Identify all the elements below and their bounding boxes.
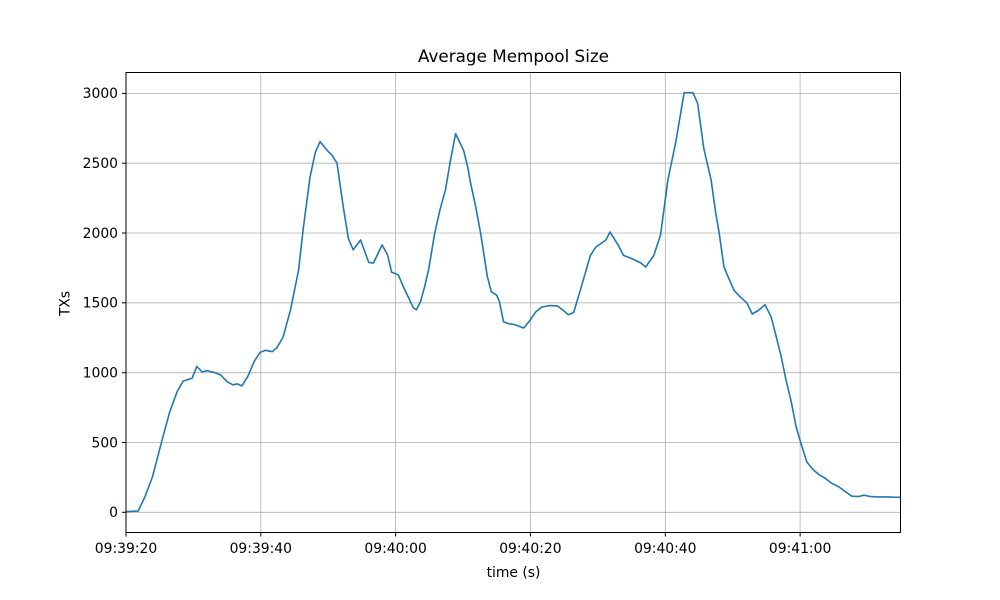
x-tick-label: 09:40:40: [634, 541, 696, 557]
y-tick-label: 2500: [83, 156, 118, 172]
y-tick-label: 500: [91, 435, 118, 451]
y-tick-label: 2000: [83, 226, 118, 242]
x-tick-label: 09:40:20: [499, 541, 561, 557]
y-tick-label: 0: [109, 505, 118, 521]
data-line-mempool: [125, 91, 901, 513]
x-tick-label: 09:41:00: [769, 541, 831, 557]
x-tick-label: 09:39:20: [95, 541, 157, 557]
x-axis-label: time (s): [486, 565, 541, 581]
y-tick-label: 1000: [83, 366, 118, 382]
y-tick-label: 3000: [83, 86, 118, 102]
x-tick-label: 09:40:00: [364, 541, 426, 557]
x-tick-label: 09:39:40: [230, 541, 292, 557]
chart-title: Average Mempool Size: [417, 46, 610, 66]
y-tick-label: 1500: [83, 296, 118, 312]
